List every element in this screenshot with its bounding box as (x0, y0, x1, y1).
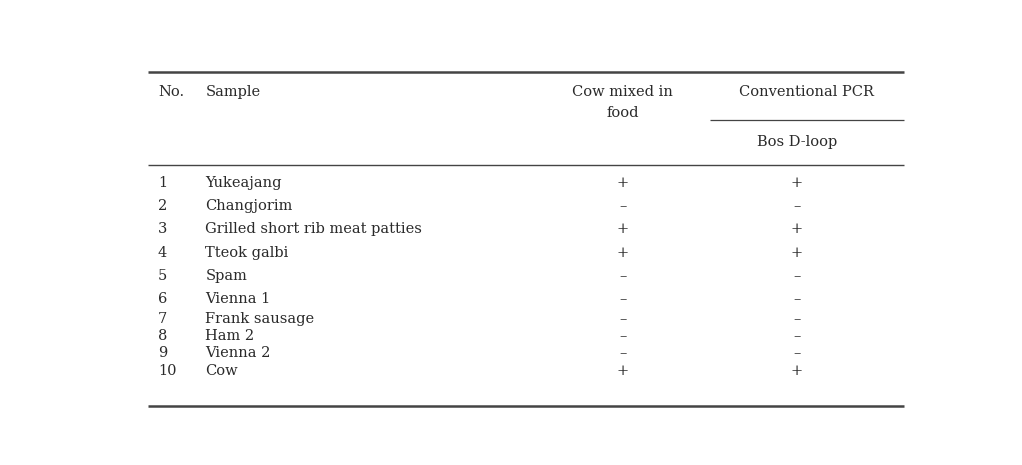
Text: 6: 6 (157, 292, 168, 306)
Text: Cow: Cow (205, 364, 238, 378)
Text: +: + (791, 176, 803, 190)
Text: 10: 10 (157, 364, 177, 378)
Text: –: – (619, 329, 626, 343)
Text: Vienna 1: Vienna 1 (205, 292, 271, 306)
Text: –: – (793, 329, 800, 343)
Text: Conventional PCR: Conventional PCR (740, 85, 875, 99)
Text: Cow mixed in: Cow mixed in (572, 85, 673, 99)
Text: –: – (619, 199, 626, 213)
Text: Vienna 2: Vienna 2 (205, 346, 271, 360)
Text: +: + (791, 222, 803, 237)
Text: Spam: Spam (205, 269, 247, 283)
Text: –: – (619, 346, 626, 360)
Text: –: – (793, 199, 800, 213)
Text: +: + (616, 222, 629, 237)
Text: Sample: Sample (205, 85, 261, 99)
Text: –: – (793, 269, 800, 283)
Text: food: food (606, 106, 639, 120)
Text: –: – (619, 312, 626, 326)
Text: +: + (616, 364, 629, 378)
Text: –: – (793, 312, 800, 326)
Text: 3: 3 (157, 222, 168, 237)
Text: –: – (619, 292, 626, 306)
Text: –: – (793, 346, 800, 360)
Text: 1: 1 (157, 176, 167, 190)
Text: –: – (619, 269, 626, 283)
Text: Tteok galbi: Tteok galbi (205, 246, 289, 260)
Text: 4: 4 (157, 246, 168, 260)
Text: +: + (616, 176, 629, 190)
Text: 8: 8 (157, 329, 168, 343)
Text: 5: 5 (157, 269, 168, 283)
Text: +: + (791, 246, 803, 260)
Text: Grilled short rib meat patties: Grilled short rib meat patties (205, 222, 422, 237)
Text: +: + (791, 364, 803, 378)
Text: Yukeajang: Yukeajang (205, 176, 282, 190)
Text: –: – (793, 292, 800, 306)
Text: Changjorim: Changjorim (205, 199, 292, 213)
Text: +: + (616, 246, 629, 260)
Text: No.: No. (157, 85, 184, 99)
Text: 2: 2 (157, 199, 168, 213)
Text: 9: 9 (157, 346, 168, 360)
Text: Ham 2: Ham 2 (205, 329, 254, 343)
Text: 7: 7 (157, 312, 168, 326)
Text: Frank sausage: Frank sausage (205, 312, 315, 326)
Text: Bos D-loop: Bos D-loop (757, 135, 837, 149)
